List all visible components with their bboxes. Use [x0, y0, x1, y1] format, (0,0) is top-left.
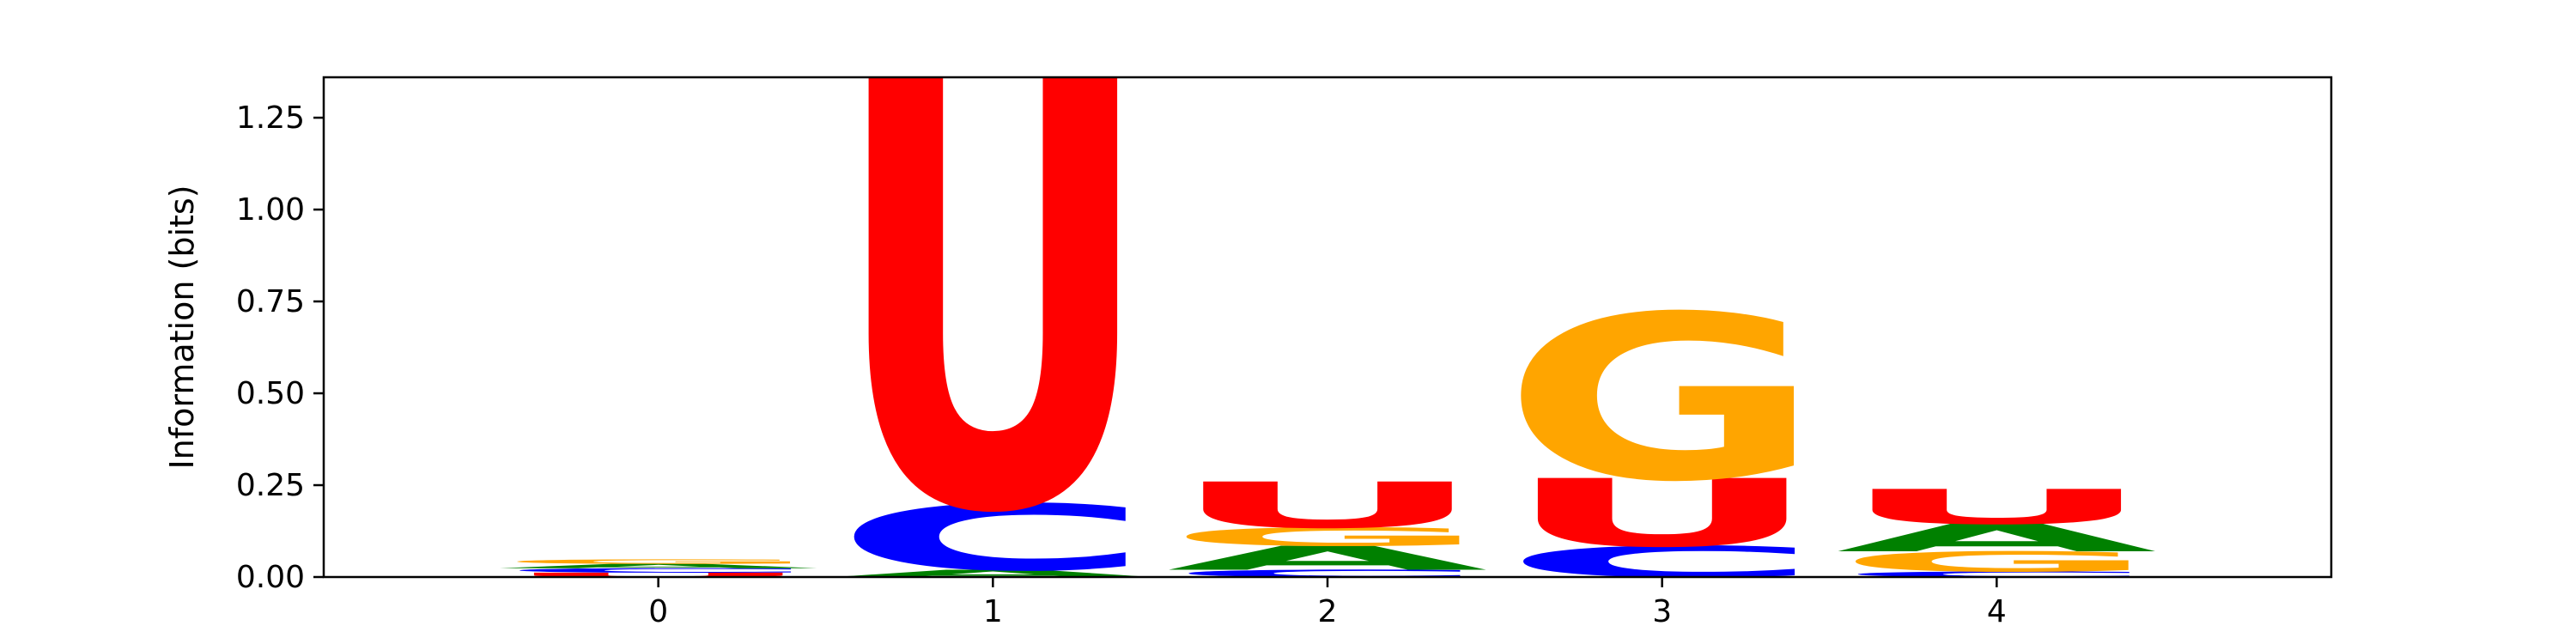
logo-letter-u: U	[1167, 469, 1488, 542]
logo-letter-g: G	[1167, 522, 1488, 551]
logo-letter-g: G	[1836, 546, 2157, 579]
y-tick-label: 0.50	[236, 376, 305, 411]
x-axis: 0 1 2 3 4	[648, 577, 2007, 629]
logo-letter-a: A	[498, 562, 823, 569]
logo-letter-g: G	[498, 558, 819, 565]
x-tick-label: 3	[1652, 594, 1672, 629]
y-tick-label: 1.00	[236, 192, 305, 228]
logo-letter-a: A	[1167, 539, 1492, 577]
logo-letter-c: C	[498, 567, 819, 574]
logo-letter-u: U	[1502, 459, 1823, 568]
y-tick-label: 1.25	[236, 100, 305, 136]
x-tick-label: 1	[983, 594, 1003, 629]
logo-letter-a: A	[1836, 516, 2160, 560]
logo-letter-u: U	[498, 571, 819, 578]
x-tick-label: 2	[1318, 594, 1338, 629]
x-tick-label: 0	[648, 594, 668, 629]
logo-letter-c: C	[1836, 570, 2157, 579]
logo-letter-c: C	[832, 485, 1153, 591]
y-tick-label: 0.25	[236, 468, 305, 503]
x-tick-label: 4	[1987, 594, 2007, 629]
y-axis-title: Information (bits)	[163, 185, 201, 469]
logo-letter-g: G	[1502, 267, 1823, 532]
y-tick-label: 0.00	[236, 560, 305, 595]
y-tick-label: 0.75	[236, 284, 305, 319]
logo-letter-u: U	[1836, 479, 2157, 535]
logo-letter-u: U	[832, 0, 1153, 641]
y-axis: 0.00 0.25 0.50 0.75 1.00 1.25	[236, 100, 324, 595]
